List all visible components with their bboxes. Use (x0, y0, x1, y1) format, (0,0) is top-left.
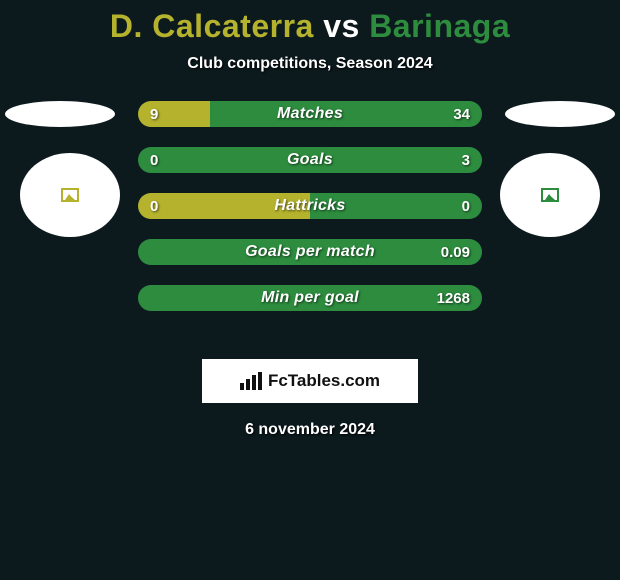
stat-right-value: 0.09 (429, 239, 482, 265)
vs-text: vs (323, 8, 360, 44)
player1-name: D. Calcaterra (110, 8, 314, 44)
stat-right-value: 1268 (425, 285, 482, 311)
stat-bar: 0Goals3 (138, 147, 482, 173)
player2-avatar (500, 153, 600, 237)
stat-right-value: 34 (441, 101, 482, 127)
branding-badge: FcTables.com (202, 359, 418, 403)
player2-flag-placeholder (505, 101, 615, 127)
branding-text: FcTables.com (268, 371, 380, 391)
stat-bar: 0Hattricks0 (138, 193, 482, 219)
stat-label: Matches (138, 101, 482, 127)
placeholder-image-icon (541, 188, 559, 202)
placeholder-image-icon (61, 188, 79, 202)
player1-flag-placeholder (5, 101, 115, 127)
stat-bar: Goals per match0.09 (138, 239, 482, 265)
subtitle: Club competitions, Season 2024 (0, 55, 620, 73)
stat-bars: 9Matches340Goals30Hattricks0Goals per ma… (138, 101, 482, 331)
player2-name: Barinaga (369, 8, 510, 44)
stat-bar: 9Matches34 (138, 101, 482, 127)
stat-label: Goals (138, 147, 482, 173)
comparison-title: D. Calcaterra vs Barinaga (0, 0, 620, 45)
stat-label: Hattricks (138, 193, 482, 219)
bar-chart-icon (240, 372, 262, 390)
player1-avatar (20, 153, 120, 237)
stat-right-value: 3 (450, 147, 482, 173)
stat-bar: Min per goal1268 (138, 285, 482, 311)
comparison-arena: 9Matches340Goals30Hattricks0Goals per ma… (0, 101, 620, 341)
date-stamp: 6 november 2024 (0, 421, 620, 439)
stat-right-value: 0 (450, 193, 482, 219)
